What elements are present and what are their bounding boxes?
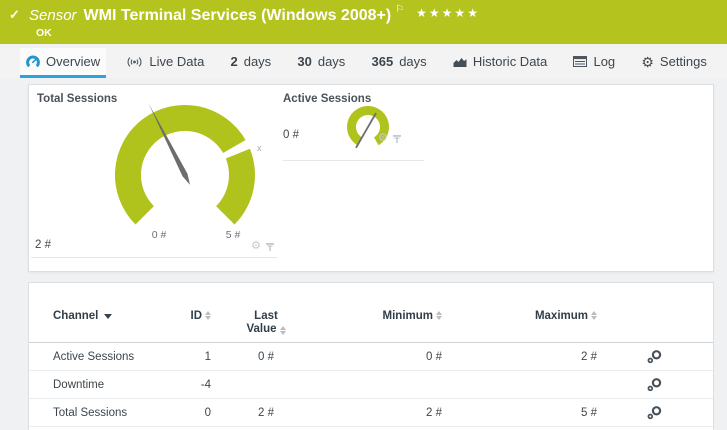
tab-historic-data[interactable]: Historic Data <box>447 48 553 78</box>
sort-desc-icon <box>104 314 113 319</box>
sort-icon <box>279 325 286 335</box>
primary-gauge-scale-min: 0 # <box>151 229 167 241</box>
cell-maximum: 2 # <box>581 350 597 363</box>
broadcast-icon <box>127 56 142 67</box>
primary-gauge-title: Total Sessions <box>37 93 118 105</box>
table-row: Total Sessions 0 2 # 2 # 5 # <box>29 399 713 427</box>
cell-last-value: 2 # <box>258 406 274 419</box>
tab-365-days-label: days <box>399 54 427 69</box>
tab-overview[interactable]: Overview <box>20 48 107 78</box>
channel-gear-icon[interactable]: ⚙ <box>378 132 388 144</box>
channel-settings-gears-icon[interactable] <box>647 349 663 364</box>
page-title: WMI Terminal Services (Windows 2008+) <box>83 7 392 24</box>
tab-365-days-number: 365 <box>371 54 394 69</box>
column-header-minimum-label: Minimum <box>382 310 433 322</box>
tab-bar: Overview Live Data 2 days 30 days 365 da… <box>0 48 727 78</box>
gauge-needle <box>355 112 377 149</box>
object-kind-label: Sensor <box>29 7 77 24</box>
channel-settings-gears-icon[interactable] <box>647 377 663 392</box>
flag-icon[interactable]: ⚐ <box>395 4 405 15</box>
column-header-channel-label: Channel <box>53 310 99 322</box>
tab-30-days-number: 30 <box>297 54 312 69</box>
gear-icon: ⚙ <box>641 53 654 70</box>
table-header-row: Channel ID Last Value Minimum Maximum <box>29 283 713 343</box>
total-sessions-gauge: x <box>114 103 262 225</box>
secondary-gauge-title: Active Sessions <box>283 93 372 105</box>
column-header-maximum[interactable]: Maximum <box>442 310 597 342</box>
tab-log-label: Log <box>593 54 616 69</box>
tab-2-days-label: days <box>243 54 272 69</box>
status-badge: OK <box>36 27 52 39</box>
cell-minimum: 0 # <box>426 350 442 363</box>
table-row: Downtime -4 <box>29 371 713 399</box>
column-header-id[interactable]: ID <box>183 310 211 342</box>
tab-overview-label: Overview <box>46 54 101 69</box>
column-header-maximum-label: Maximum <box>534 310 588 322</box>
column-header-value-label: Value <box>246 323 277 336</box>
column-header-last-label: Last <box>254 310 278 322</box>
column-header-last-value[interactable]: Last Value <box>211 310 321 342</box>
pin-icon[interactable] <box>392 134 402 144</box>
channel-settings-gears-icon[interactable] <box>647 405 663 420</box>
divider <box>31 257 277 258</box>
tab-30-days-label: days <box>317 54 346 69</box>
divider <box>283 160 424 161</box>
tab-365-days[interactable]: 365 days <box>366 48 433 78</box>
log-icon <box>573 56 588 67</box>
priority-stars[interactable]: ★★★★★ <box>416 6 480 20</box>
tab-settings[interactable]: ⚙ Settings <box>635 48 713 78</box>
tab-2-days-number: 2 <box>230 54 238 69</box>
sort-icon <box>591 311 597 320</box>
tab-2-days[interactable]: 2 days <box>224 48 277 78</box>
gauge-icon <box>26 54 40 67</box>
pin-icon[interactable] <box>265 242 275 252</box>
tab-historic-data-label: Historic Data <box>472 54 548 69</box>
gauges-panel: Total Sessions x 0 # 5 # 2 # ⚙ Active Se… <box>28 84 714 272</box>
status-ok-check-icon: ✓ <box>9 7 20 22</box>
tab-log[interactable]: Log <box>567 48 621 78</box>
cell-last-value: 0 # <box>258 350 274 363</box>
tab-live-data-label: Live Data <box>149 54 205 69</box>
tab-30-days[interactable]: 30 days <box>291 48 351 78</box>
cell-id: -4 <box>200 378 211 391</box>
tab-settings-label: Settings <box>659 54 707 69</box>
cell-channel[interactable]: Active Sessions <box>53 350 135 363</box>
column-header-minimum[interactable]: Minimum <box>321 310 442 342</box>
sensor-header: ✓ Sensor WMI Terminal Services (Windows 2… <box>0 0 727 44</box>
area-chart-icon <box>453 57 467 67</box>
sort-icon <box>436 311 442 320</box>
column-header-channel[interactable]: Channel <box>53 310 183 342</box>
cell-channel[interactable]: Total Sessions <box>53 406 128 419</box>
cell-id: 0 <box>204 406 211 419</box>
sort-icon <box>205 311 211 320</box>
channel-gear-icon[interactable]: ⚙ <box>251 240 261 252</box>
primary-gauge-last-value: 2 # <box>35 239 51 251</box>
table-row: Active Sessions 1 0 # 0 # 2 # <box>29 343 713 371</box>
cell-minimum: 2 # <box>426 406 442 419</box>
primary-gauge-scale-max: 5 # <box>225 229 241 241</box>
channels-table-panel: Channel ID Last Value Minimum Maximum <box>28 282 714 430</box>
cell-channel[interactable]: Downtime <box>53 378 105 391</box>
column-header-id-label: ID <box>190 310 203 322</box>
secondary-gauge-last-value: 0 # <box>283 129 299 141</box>
tab-live-data[interactable]: Live Data <box>120 48 210 78</box>
gauge-limit-marker: x <box>257 143 262 153</box>
active-sessions-gauge <box>347 106 389 149</box>
gauge-needle <box>148 103 190 185</box>
cell-id: 1 <box>204 350 211 363</box>
cell-maximum: 5 # <box>581 406 597 419</box>
